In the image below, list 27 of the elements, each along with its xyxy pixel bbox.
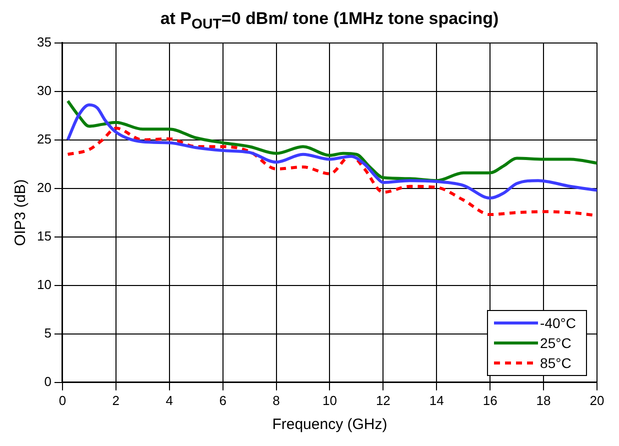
x-tick-label: 20 bbox=[590, 392, 604, 408]
legend-label: 25°C bbox=[540, 335, 572, 351]
x-tick-label: 14 bbox=[429, 392, 444, 408]
y-tick-label: 25 bbox=[36, 131, 52, 146]
x-tick-label: 4 bbox=[166, 392, 173, 408]
x-tick-label: 16 bbox=[482, 392, 498, 408]
y-tick-label: 10 bbox=[36, 276, 52, 292]
y-tick-label: 20 bbox=[36, 180, 52, 195]
y-tick-label: 15 bbox=[36, 228, 52, 244]
y-axis-title: OIP3 (dB) bbox=[12, 179, 30, 246]
x-tick-label: 2 bbox=[112, 392, 120, 408]
y-tick-label: 35 bbox=[36, 34, 52, 50]
line-series bbox=[66, 100, 597, 182]
x-tick-label: 8 bbox=[272, 392, 280, 408]
legend-label: 85°C bbox=[540, 355, 572, 371]
x-tick-label: 0 bbox=[58, 392, 66, 408]
y-tick-label: 0 bbox=[44, 374, 52, 389]
x-axis-title: Frequency (GHz) bbox=[272, 416, 388, 434]
line-series bbox=[66, 103, 597, 200]
legend-label: -40°C bbox=[540, 315, 576, 331]
x-tick-label: 6 bbox=[219, 392, 226, 408]
x-tick-label: 18 bbox=[536, 392, 551, 408]
chart-title: at P$_{OUT}$=0 dBm/ tone (1MHz tone spacing) bbox=[159, 8, 500, 32]
x-tick-label: 12 bbox=[376, 392, 390, 408]
y-tick-label: 30 bbox=[36, 82, 52, 98]
y-tick-label: 5 bbox=[44, 325, 52, 340]
x-tick-label: 10 bbox=[322, 392, 337, 408]
